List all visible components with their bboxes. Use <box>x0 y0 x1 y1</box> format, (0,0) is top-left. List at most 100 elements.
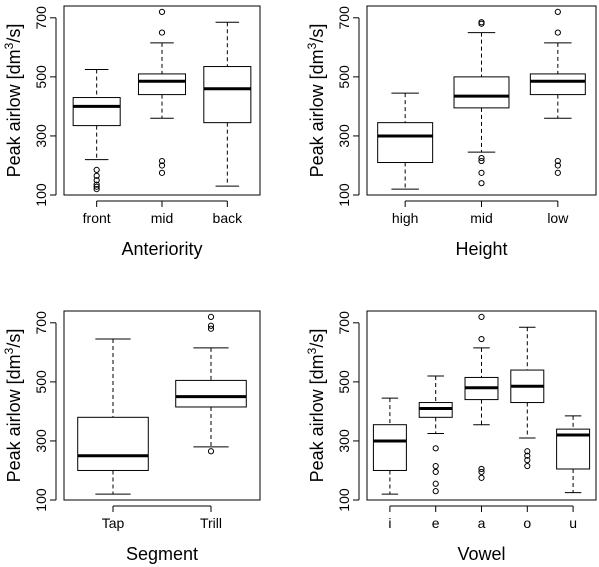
iqr-box <box>175 379 247 408</box>
y-tick-label: 300 <box>336 429 352 453</box>
plot-frame <box>366 310 597 501</box>
y-tick-label: 100 <box>336 183 352 207</box>
panel-anteriority: 100 300 500 700 Peak airlow [dm3/s] front mid b… <box>2 5 261 259</box>
x-axis-title: Vowel <box>457 544 505 564</box>
iqr-box <box>137 73 187 96</box>
outlier-point <box>207 313 215 321</box>
y-axis-title-tail: /s] <box>4 24 24 43</box>
outlier-point <box>93 177 100 184</box>
y-axis-title: Peak airlow [dm3/s] <box>2 329 24 483</box>
x-tick-label: front <box>83 210 111 226</box>
box-high <box>377 92 434 190</box>
box-u <box>556 415 591 494</box>
outlier-point <box>524 448 531 455</box>
x-tick-label: back <box>213 210 244 226</box>
box-back <box>203 21 252 187</box>
outlier-point <box>93 172 100 179</box>
outlier-point <box>554 29 561 36</box>
plot-frame <box>366 5 597 196</box>
y-tick-label: 500 <box>33 370 49 394</box>
outlier-point <box>93 183 100 190</box>
y-axis-title-superscript: 3 <box>305 42 319 49</box>
panel-segment: 100 300 500 700 Peak airlow [dm3/s] Tap TrillS… <box>2 310 261 564</box>
outlier-point <box>524 457 531 464</box>
iqr-box <box>556 428 591 470</box>
panel-height: 100 300 500 700 Peak airlow [dm3/s] high mid lo… <box>305 5 597 259</box>
outlier-point <box>478 474 485 481</box>
outlier-point <box>478 180 485 187</box>
outlier-point <box>432 462 439 470</box>
box-mid <box>453 19 510 187</box>
y-axis-title: Peak airlow [dm3/s] <box>305 24 327 178</box>
outlier-point <box>554 162 561 169</box>
iqr-box <box>529 73 586 96</box>
outlier-point <box>432 445 439 452</box>
y-axis-title-tail: /s] <box>307 24 327 43</box>
outlier-point <box>478 157 485 165</box>
outlier-point <box>478 468 485 476</box>
y-tick-label: 700 <box>33 6 49 30</box>
y-axis-title: Peak airlow [dm3/s] <box>305 329 327 483</box>
outlier-point <box>554 8 561 16</box>
y-tick-label: 100 <box>336 488 352 512</box>
x-tick-label: low <box>547 210 569 226</box>
y-axis-title-superscript: 3 <box>2 42 16 49</box>
outlier-point <box>554 157 561 165</box>
outlier-point <box>207 325 215 332</box>
outlier-point <box>478 169 485 176</box>
outlier-point <box>432 488 439 495</box>
iqr-box <box>377 122 434 164</box>
y-axis-title-superscript: 3 <box>2 347 16 354</box>
plot-frame <box>63 5 261 196</box>
x-tick-label: Tap <box>102 515 125 531</box>
panel-vowel: 100 300 500 700 Peak airlow [dm3/s] i e a o u Vowe… <box>305 310 597 564</box>
outlier-point <box>478 335 485 343</box>
outlier-point <box>432 480 439 487</box>
box-o <box>510 326 545 470</box>
box-Trill <box>175 313 247 455</box>
y-axis-title-main: Peak airlow [dm <box>4 49 24 177</box>
iqr-box <box>453 76 510 109</box>
y-tick-label: 100 <box>33 488 49 512</box>
x-tick-label: i <box>388 515 391 531</box>
y-axis-title: Peak airlow [dm3/s] <box>2 24 24 178</box>
x-axis-title: Segment <box>126 544 198 564</box>
outlier-point <box>478 313 485 321</box>
x-tick-label: high <box>392 210 418 226</box>
box-e <box>418 375 453 495</box>
y-axis-title-tail: /s] <box>4 329 24 348</box>
outlier-point <box>478 465 485 473</box>
iqr-box <box>77 416 149 471</box>
outlier-point <box>432 468 439 476</box>
y-tick-label: 700 <box>336 311 352 335</box>
y-tick-label: 300 <box>33 429 49 453</box>
y-axis-title-main: Peak airlow [dm <box>4 354 24 482</box>
outlier-point <box>93 185 100 193</box>
outlier-point <box>207 322 215 329</box>
y-tick-label: 100 <box>33 183 49 207</box>
y-tick-label: 300 <box>336 124 352 148</box>
y-tick-label: 300 <box>33 124 49 148</box>
x-tick-label: e <box>432 515 440 531</box>
x-tick-label: u <box>569 515 577 531</box>
box-a <box>464 313 499 481</box>
outlier-point <box>93 166 100 173</box>
x-tick-label: mid <box>470 210 493 226</box>
outlier-point <box>158 157 166 165</box>
y-axis-title-tail: /s] <box>307 329 327 348</box>
y-tick-label: 500 <box>336 370 352 394</box>
box-Tap <box>77 338 149 495</box>
x-tick-label: o <box>523 515 531 531</box>
x-tick-label: Trill <box>200 515 222 531</box>
outlier-point <box>158 8 166 16</box>
box-i <box>372 397 407 495</box>
outlier-point <box>158 162 166 169</box>
outlier-point <box>554 169 561 176</box>
box-front <box>72 68 121 193</box>
x-axis-title: Height <box>455 239 507 259</box>
x-axis-title: Anteriority <box>121 239 202 259</box>
outlier-point <box>478 20 485 27</box>
x-tick-label: a <box>478 515 486 531</box>
y-axis-title-main: Peak airlow [dm <box>307 354 327 482</box>
